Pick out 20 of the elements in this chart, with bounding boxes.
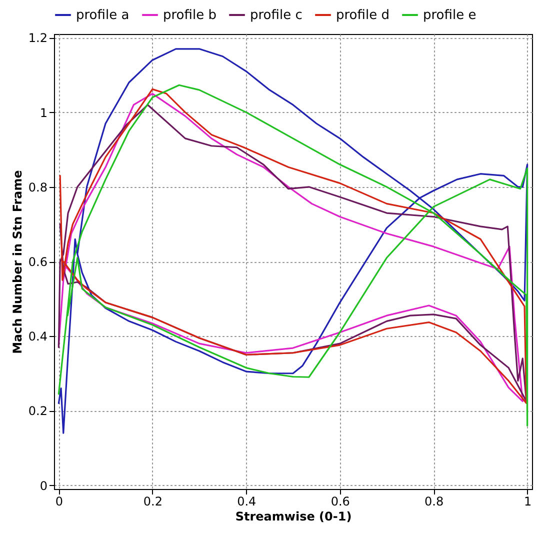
y-tick-label: 0.6 <box>28 255 48 269</box>
y-tick-label: 0.8 <box>28 180 48 194</box>
y-tick-label: 1 <box>40 106 48 120</box>
y-axis-title: Mach Number in Stn Frame <box>10 170 24 354</box>
legend-label: profile d <box>336 8 390 23</box>
legend-label: profile e <box>423 8 476 23</box>
x-tick-label: 0.6 <box>330 494 350 508</box>
x-tick-label: 0.2 <box>143 494 162 508</box>
x-tick-label: 0.8 <box>424 494 444 508</box>
x-tick-label: 0 <box>55 494 64 508</box>
y-tick-label: 0.2 <box>28 404 48 418</box>
y-tick-label: 1.2 <box>28 31 48 46</box>
x-axis-title: Streamwise (0-1) <box>235 510 352 524</box>
y-tick-label: 0.4 <box>28 330 48 344</box>
legend-label: profile b <box>163 8 216 23</box>
legend-label: profile a <box>76 8 130 23</box>
y-tick-label: 0 <box>40 478 48 493</box>
legend-label: profile c <box>250 8 302 23</box>
x-tick-label: 0.4 <box>237 494 256 508</box>
x-tick-label: 1 <box>524 494 532 508</box>
